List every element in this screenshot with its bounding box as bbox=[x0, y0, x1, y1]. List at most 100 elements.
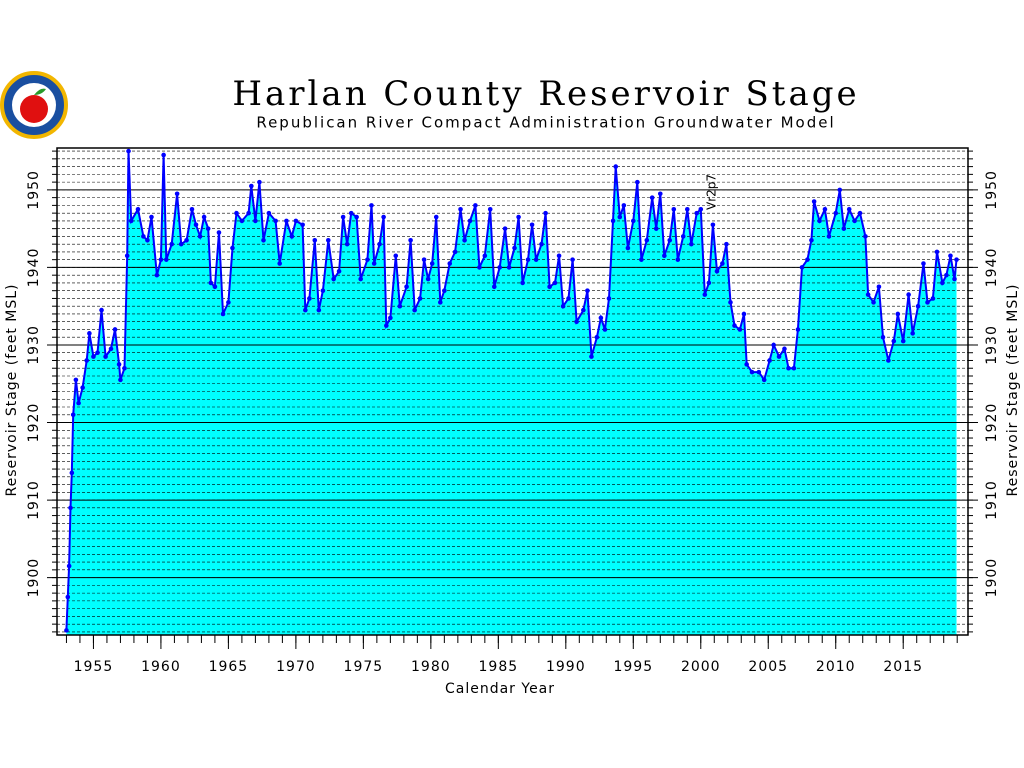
point bbox=[154, 272, 160, 278]
point bbox=[66, 563, 72, 569]
y-axis-label-right: Reservoir Stage (feet MSL) bbox=[1005, 283, 1021, 496]
point bbox=[491, 284, 497, 290]
point bbox=[344, 241, 350, 247]
point bbox=[871, 300, 876, 305]
point bbox=[365, 257, 370, 262]
point bbox=[169, 241, 175, 247]
point bbox=[99, 307, 104, 313]
point bbox=[447, 261, 453, 266]
point bbox=[761, 377, 767, 383]
point bbox=[944, 272, 949, 278]
point bbox=[408, 237, 413, 243]
point bbox=[381, 214, 386, 220]
x-tick-label: 2005 bbox=[748, 659, 788, 675]
point bbox=[900, 338, 906, 344]
point bbox=[73, 377, 79, 383]
point bbox=[706, 280, 712, 286]
point bbox=[91, 354, 96, 359]
point bbox=[325, 237, 331, 243]
point bbox=[226, 300, 231, 305]
point bbox=[675, 257, 681, 262]
point bbox=[316, 307, 322, 313]
y-tick-label: 1930 bbox=[26, 325, 42, 365]
point bbox=[552, 280, 558, 286]
y-tick-label-right: 1930 bbox=[984, 325, 1000, 365]
point bbox=[585, 288, 590, 293]
point bbox=[497, 265, 502, 270]
point bbox=[197, 234, 203, 239]
point bbox=[689, 241, 694, 247]
x-tick-label: 1965 bbox=[209, 659, 249, 675]
x-tick-label: 1970 bbox=[276, 659, 316, 675]
point bbox=[473, 203, 478, 208]
x-axis-label: Calendar Year bbox=[445, 681, 555, 697]
logo bbox=[0, 71, 68, 139]
point bbox=[68, 505, 73, 511]
point bbox=[921, 261, 926, 266]
point bbox=[644, 237, 650, 243]
point bbox=[126, 148, 131, 154]
y-tick-label: 1920 bbox=[26, 403, 42, 443]
point bbox=[826, 234, 832, 239]
point bbox=[261, 237, 266, 243]
point bbox=[767, 358, 772, 363]
point bbox=[940, 280, 945, 286]
point bbox=[184, 237, 189, 243]
point bbox=[371, 261, 377, 266]
point bbox=[782, 346, 787, 352]
point bbox=[720, 261, 725, 266]
point bbox=[598, 315, 604, 321]
point bbox=[421, 257, 427, 262]
point bbox=[930, 296, 936, 301]
point bbox=[649, 195, 655, 200]
x-tick-label: 1980 bbox=[411, 659, 451, 675]
point bbox=[320, 288, 326, 293]
point bbox=[116, 362, 122, 367]
point bbox=[617, 214, 623, 220]
point bbox=[570, 257, 575, 262]
point bbox=[467, 218, 473, 224]
point bbox=[786, 365, 791, 371]
point bbox=[662, 253, 667, 259]
point bbox=[220, 311, 226, 317]
point bbox=[529, 222, 535, 228]
point bbox=[863, 234, 868, 239]
point bbox=[795, 327, 801, 332]
chart-subtitle: Republican River Compact Administration … bbox=[256, 114, 835, 132]
point bbox=[433, 214, 439, 220]
point bbox=[80, 385, 85, 390]
point bbox=[547, 284, 552, 290]
point bbox=[108, 346, 114, 352]
point bbox=[412, 307, 417, 313]
point bbox=[257, 179, 262, 185]
x-tick-label: 1990 bbox=[546, 659, 586, 675]
x-tick-label: 1960 bbox=[141, 659, 181, 675]
point bbox=[581, 307, 586, 313]
point bbox=[610, 218, 616, 224]
y-tick-label-right: 1950 bbox=[984, 170, 1000, 210]
point bbox=[128, 218, 134, 224]
point bbox=[817, 218, 822, 224]
y-tick-label: 1900 bbox=[26, 558, 42, 598]
point bbox=[516, 214, 521, 220]
x-tick-label: 1955 bbox=[74, 659, 114, 675]
x-tick-label: 2015 bbox=[883, 659, 923, 675]
x-tick-label: 1985 bbox=[479, 659, 519, 675]
point bbox=[857, 210, 863, 216]
point bbox=[805, 257, 810, 262]
point bbox=[429, 261, 435, 266]
point bbox=[284, 218, 289, 224]
point bbox=[841, 226, 847, 231]
point bbox=[404, 284, 409, 290]
point bbox=[201, 214, 207, 220]
point bbox=[791, 365, 797, 371]
point bbox=[239, 218, 245, 224]
point bbox=[158, 257, 164, 262]
point bbox=[293, 218, 299, 224]
point bbox=[771, 342, 776, 348]
point bbox=[354, 214, 359, 220]
point bbox=[876, 284, 882, 290]
point bbox=[212, 284, 218, 290]
point bbox=[112, 327, 118, 332]
point bbox=[482, 253, 488, 259]
